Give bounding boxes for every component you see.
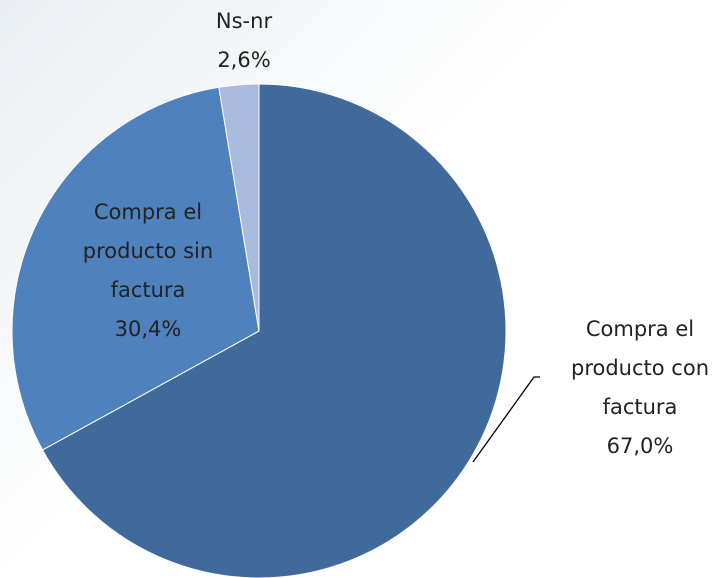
value-label: 30,4% <box>114 317 182 341</box>
slice-label: Compra el producto sin factura 30,4% <box>68 193 228 349</box>
category-label: Ns-nr <box>215 9 273 33</box>
value-label: 2,6% <box>217 48 271 72</box>
leader-line <box>472 376 540 463</box>
value-label: 67,0% <box>606 434 674 458</box>
pie-slice <box>41 83 507 578</box>
pie-slice <box>218 83 260 332</box>
slice-label: Ns-nr 2,6% <box>164 2 324 80</box>
category-label: Compra el producto con factura <box>571 317 709 419</box>
pie-slice <box>11 86 260 451</box>
slice-label: Compra el producto con factura 67,0% <box>560 310 720 466</box>
category-label: Compra el producto sin factura <box>82 200 214 302</box>
